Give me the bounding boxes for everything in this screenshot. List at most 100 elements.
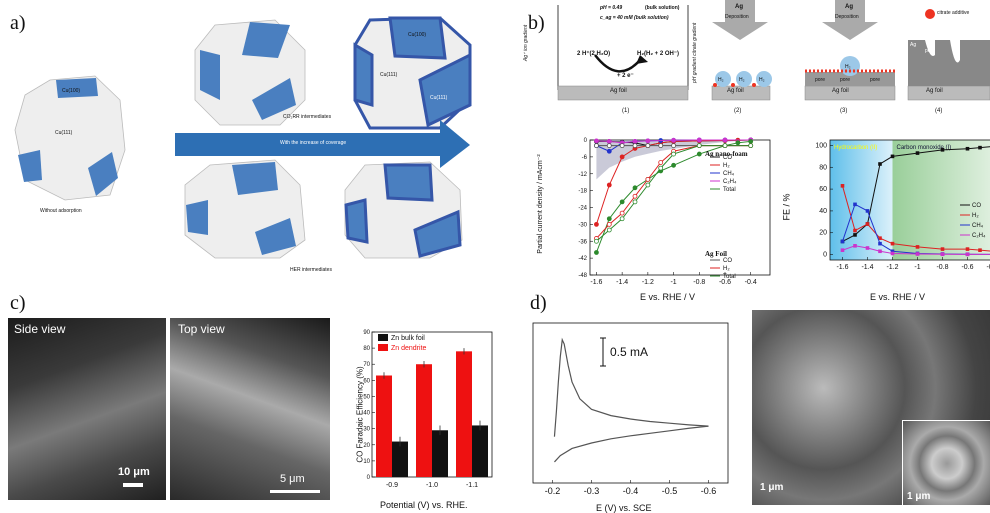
b-right-region-label-0: Hydrocarbon (II) (834, 145, 877, 151)
b-left-point (748, 143, 754, 149)
b-right-point (878, 241, 882, 246)
b-right-point (940, 148, 945, 152)
label-without-adsorption: Without adsorption (40, 208, 82, 214)
b-h2-b: H₂ (739, 77, 745, 83)
b-left-point (696, 151, 702, 157)
chart-c-bar: 0 10 20 30 40 50 60 70 80 90 -0.9 -1.0 -1.1 Zn bulk f… (363, 330, 493, 489)
b-h2-c: H₂ (759, 77, 765, 83)
panel-a-label: a) (10, 12, 26, 34)
b-right-xtick-label: -1.6 (836, 264, 848, 271)
polyhedron-without-adsorption (14, 75, 126, 201)
c-xtick-label: -1.0 (426, 482, 438, 489)
b-left-point (748, 139, 754, 144)
label-cu111-a: Cu(111) (55, 130, 73, 136)
b-left-point (606, 221, 612, 227)
b-left-point (606, 139, 612, 144)
c-ytick-label: 50 (363, 394, 370, 400)
b-left-point (632, 193, 638, 199)
b-left-point (645, 138, 651, 144)
label-her-intermediates: HER intermediates (290, 267, 332, 273)
b-right-point (940, 252, 945, 257)
c-bar-dendrite (416, 364, 432, 477)
b-left-ytick-label: -12 (578, 172, 587, 178)
b-cond-ph: pH = 0.49 (600, 5, 623, 11)
c-bar-dendrite (456, 351, 472, 477)
b-left-xtick-label: -1 (670, 279, 676, 286)
b-right-ytick-label: 100 (815, 142, 827, 149)
b-right-xtick-label: -0.6 (961, 264, 973, 271)
b-left-point (594, 138, 599, 144)
b-eq-mid: + 2 e⁻ (617, 73, 634, 79)
b-right-point (865, 246, 870, 250)
b-left-point (696, 137, 702, 143)
b-left-ytick-label: -18 (578, 189, 587, 195)
b-left-ytick-label: -42 (578, 256, 587, 262)
scale-label-inset: 1 μm (907, 491, 931, 502)
b-left-xtick-label: -0.8 (693, 279, 705, 286)
b-right-line-1 (842, 185, 990, 252)
b-right-ytick-label: 80 (819, 164, 827, 171)
b-pore-4: pore (925, 48, 936, 54)
b-step-2: (2) (734, 108, 742, 114)
chart-d-cv: -0.2 -0.3 -0.4 -0.5 -0.6 (532, 322, 729, 496)
b-step-1: (1) (622, 108, 630, 114)
label-co2rr-intermediates: CO₂RR intermediates (283, 114, 332, 120)
b-left-legend-label: CO (723, 258, 732, 264)
b-left-point (671, 162, 676, 168)
b-right-region-label-1: Carbon monoxide (I) (897, 145, 952, 151)
b-left-legend-label: CO (723, 155, 732, 161)
c-ytick-label: 60 (363, 378, 370, 384)
b-left-point (594, 143, 599, 149)
label-cu100-b: Cu(100) (408, 32, 427, 38)
label-arrow-coverage: With the increase of coverage (280, 140, 347, 146)
scale-bar-top (270, 490, 320, 493)
b-left-point (645, 176, 651, 182)
c-ytick-label: 40 (363, 411, 370, 417)
b-right-xlabel: E vs. RHE / V (870, 292, 926, 302)
b-right-region-1 (892, 140, 990, 260)
b-foil-1: Ag foil (610, 88, 627, 94)
b-left-ytick-label: 0 (584, 138, 588, 144)
b-left-gradient: Ag⁺ ion gradient (523, 24, 530, 62)
b-left-legend-group-1: Ag nano-foam (705, 150, 748, 158)
b-step-4: (4) (935, 108, 943, 114)
b-eq-right: H₂(H₂ + 2 OH⁻) (637, 51, 680, 57)
polyhedron-co2rr-right (353, 16, 472, 130)
b-left-point (619, 210, 625, 216)
b-left-point (658, 160, 664, 165)
b-right-point (915, 252, 920, 256)
b-right-xtick-label: -1.4 (861, 264, 873, 271)
c-ytick-label: 90 (363, 330, 370, 336)
b-right-region-0 (830, 140, 893, 260)
b-right-legend-label: C₂H₄ (972, 233, 986, 239)
b-right-point (940, 247, 945, 251)
b-left-point (619, 143, 625, 149)
b-left-point (594, 221, 599, 227)
b-ag-4: Ag (910, 42, 917, 48)
c-ylabel: CO Faradaic Efficiency (%) (355, 366, 365, 463)
d-xtick-label: -0.4 (623, 486, 639, 496)
scale-label-sem-d: 1 μm (760, 482, 784, 493)
b-left-point (632, 139, 638, 144)
b-left-point (606, 182, 612, 188)
b-h2-a: H₂ (718, 77, 724, 83)
c-bar-bulk (432, 430, 448, 477)
b-right-xtick-label: -0.8 (936, 264, 948, 271)
c-bar-bulk (392, 441, 408, 477)
b-right-point (965, 252, 970, 257)
b-left-xtick-label: -0.4 (745, 279, 757, 286)
d-xtick-label: -0.6 (701, 486, 717, 496)
b-left-point (606, 143, 612, 149)
b-right-legend-label: H₂ (972, 213, 979, 219)
b-left-legend-group-2: Ag Foil (705, 250, 727, 258)
polyhedron-her-right (344, 161, 463, 259)
label-cu111-b: Cu(111) (380, 72, 398, 78)
b-left-point (671, 151, 676, 157)
b-right-point (865, 222, 870, 226)
side-view-label: Side view (14, 322, 66, 336)
label-cu100-a: Cu(100) (62, 88, 81, 94)
b-ag-2: Ag (735, 4, 743, 10)
b-left-xtick-label: -1.4 (616, 279, 628, 286)
b-right-point (878, 236, 882, 240)
b-right-xtick-label: -0.4 (986, 264, 990, 271)
